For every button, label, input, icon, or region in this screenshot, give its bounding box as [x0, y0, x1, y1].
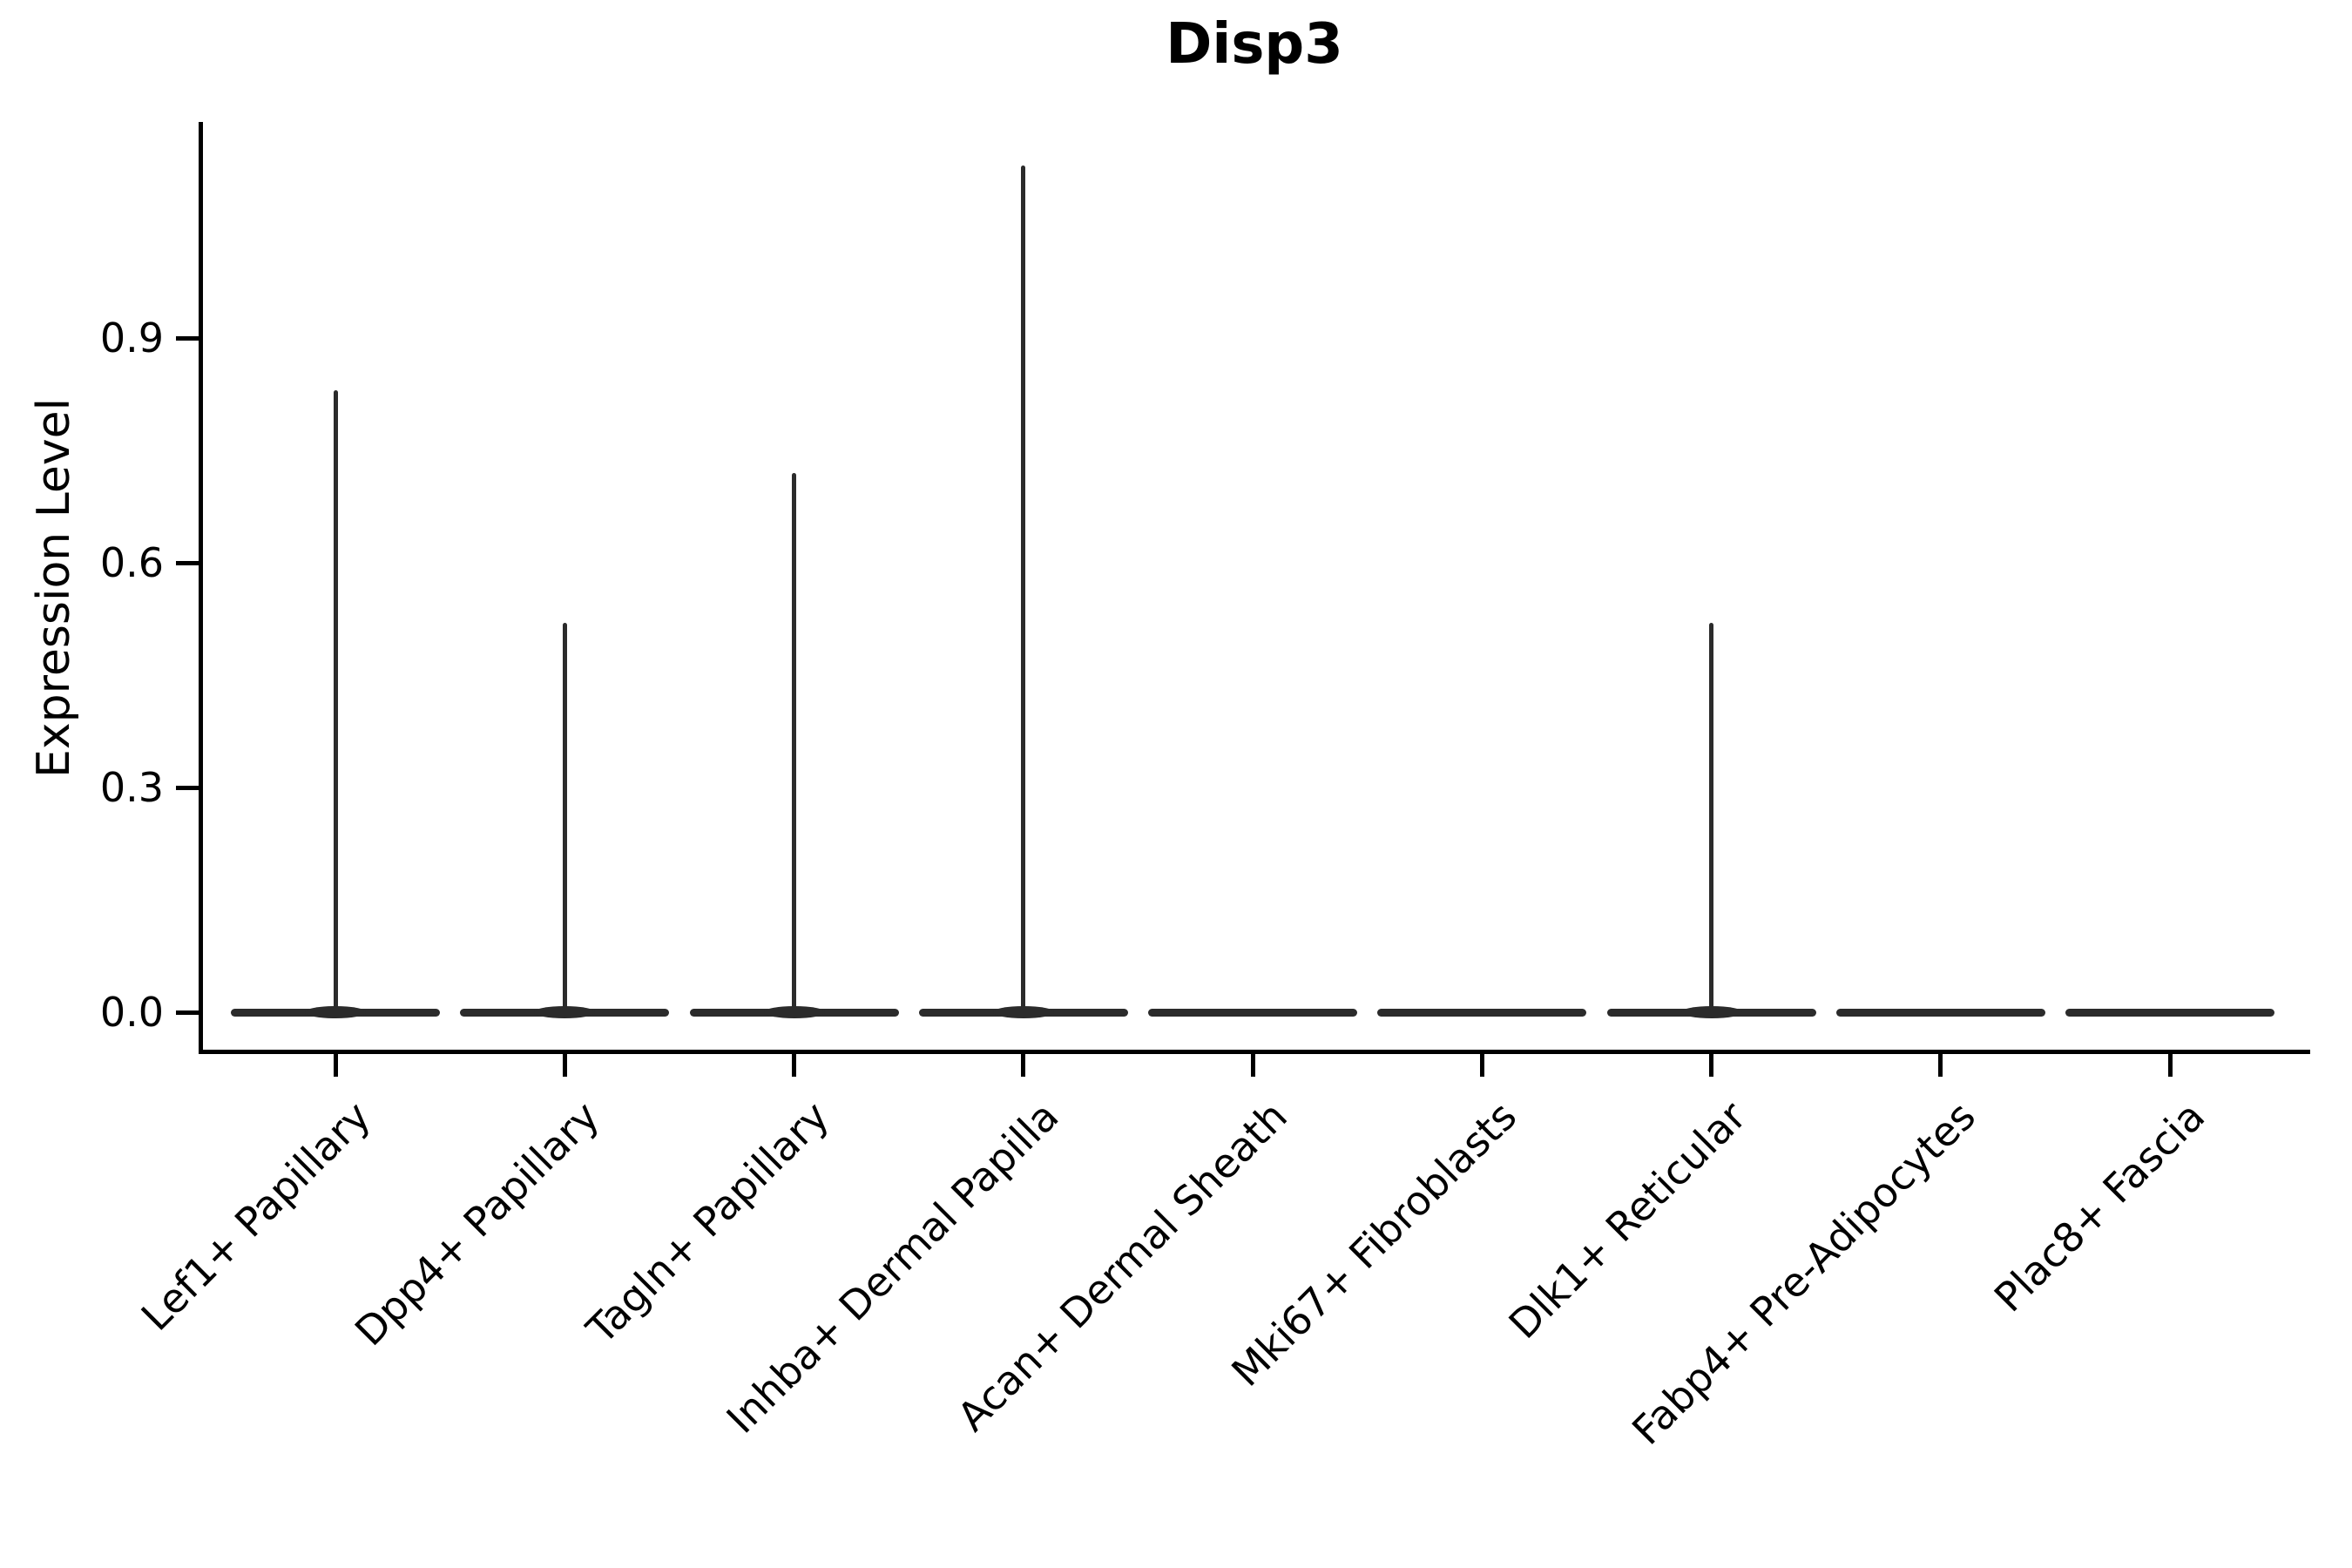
x-tick-mark	[1021, 1054, 1026, 1077]
y-axis-title: Expression Level	[28, 397, 80, 779]
y-tick-label: 0.3	[99, 764, 164, 811]
x-tick-mark	[562, 1054, 567, 1077]
y-tick-mark	[176, 1010, 199, 1015]
y-tick-label: 0.6	[99, 539, 164, 586]
violin-body	[2065, 1008, 2274, 1017]
y-tick-mark	[176, 335, 199, 341]
plot-title: Disp3	[1166, 12, 1343, 77]
x-tick-mark	[333, 1054, 338, 1077]
violin-spike	[562, 622, 567, 1012]
x-tick-mark	[2167, 1054, 2173, 1077]
y-tick-label: 0.9	[99, 314, 164, 362]
violin-body	[1148, 1008, 1357, 1017]
x-tick-mark	[1938, 1054, 1943, 1077]
violin-bulge	[534, 1006, 596, 1018]
x-category-label: Dpp4+ Papillary	[346, 1092, 609, 1355]
x-category-label: Lef1+ Papillary	[132, 1092, 380, 1340]
violin-body	[1377, 1008, 1587, 1017]
violin-spike	[1709, 622, 1713, 1012]
x-category-label: Dlk1+ Reticular	[1499, 1092, 1755, 1348]
violin-bulge	[1680, 1006, 1742, 1018]
violin-bulge	[305, 1006, 366, 1018]
x-tick-mark	[1479, 1054, 1484, 1077]
violin-spike	[1021, 166, 1026, 1012]
x-tick-mark	[792, 1054, 796, 1077]
violin-spike	[792, 472, 796, 1012]
plot-area	[199, 122, 2310, 1054]
violin-spike	[333, 390, 338, 1012]
violin-bulge	[992, 1006, 1054, 1018]
x-tick-mark	[1250, 1054, 1255, 1077]
violin-bulge	[763, 1006, 825, 1018]
x-category-label: Plac8+ Fascia	[1984, 1092, 2214, 1321]
violin-body	[1835, 1008, 2045, 1017]
y-tick-mark	[176, 560, 199, 565]
y-tick-mark	[176, 785, 199, 790]
x-tick-mark	[1709, 1054, 1713, 1077]
x-category-label: Tagln+ Papillary	[577, 1092, 838, 1353]
y-tick-label: 0.0	[99, 989, 164, 1036]
